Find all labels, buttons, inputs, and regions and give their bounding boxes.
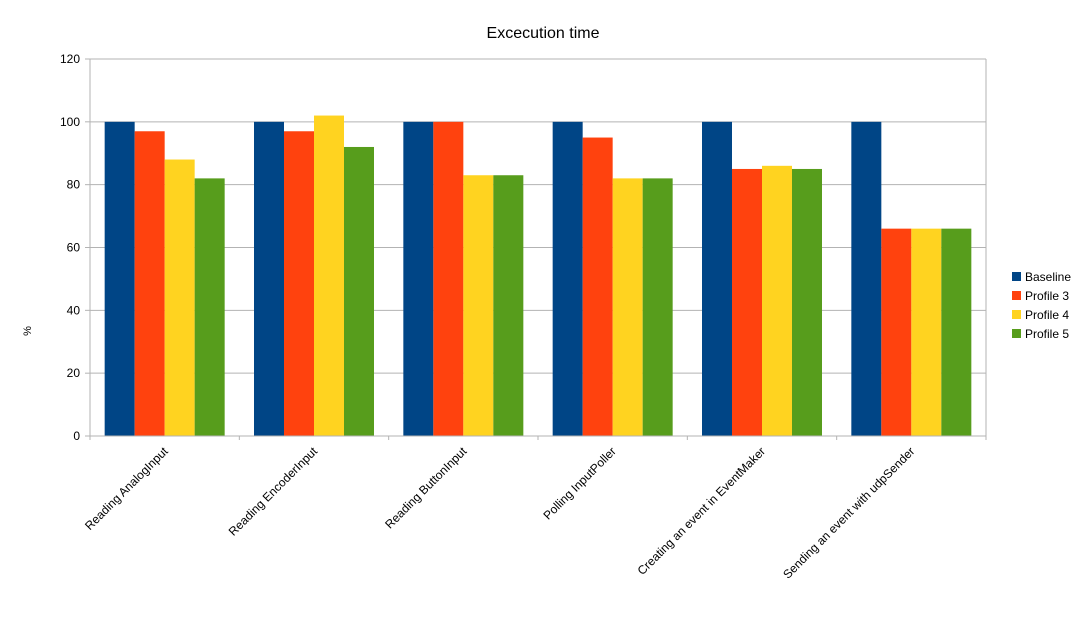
bar-profile-5 [194,178,225,436]
legend-swatch [1012,272,1021,281]
bar-baseline [851,121,882,436]
bar-profile-4 [164,159,195,437]
x-tick-label: Creating an event in EventMaker [635,444,768,577]
legend-label: Profile 3 [1025,289,1069,303]
bar-profile-3 [881,228,912,436]
x-tick-label: Reading AnalogInput [82,444,171,533]
y-tick-label: 120 [60,52,80,66]
y-tick-label: 0 [73,429,80,443]
bar-baseline [552,121,583,436]
legend-swatch [1012,329,1021,338]
bar-profile-4 [314,115,344,437]
legend: Baseline Profile 3 Profile 4 Profile 5 [1012,270,1071,341]
gridlines [90,58,986,437]
y-axis-label: % [22,326,34,336]
bar-profile-5 [792,168,822,437]
bar-profile-3 [582,137,613,436]
bar-profile-5 [642,178,673,436]
chart-title: Excecution time [487,25,600,42]
bar-profile-4 [463,175,494,436]
y-tick-labels: 0 20 40 60 80 100 120 [60,52,80,443]
legend-label: Profile 5 [1025,327,1069,341]
legend-swatch [1012,291,1021,300]
legend-label: Baseline [1025,270,1071,284]
bar-baseline [254,121,284,436]
y-tick-label: 40 [67,303,81,317]
y-tick-label: 60 [67,241,81,255]
bar-profile-3 [433,121,464,436]
y-tick-label: 20 [67,366,81,380]
y-tick-label: 100 [60,115,80,129]
legend-label: Profile 4 [1025,308,1069,322]
bar-profile-3 [732,168,762,437]
bar-profile-5 [493,175,524,436]
x-tick-label: Reading ButtonInput [382,444,470,532]
y-tick-label: 80 [67,178,81,192]
x-tick-label: Sending an event with udpSender [780,444,917,581]
x-tick-label: Reading EncoderInput [226,444,321,539]
bar-profile-4 [612,178,643,436]
bar-baseline [702,121,732,436]
axes [85,58,987,440]
bar-profile-4 [911,228,942,436]
bar-profile-5 [941,228,972,436]
bar-baseline [403,121,434,436]
bar-profile-3 [284,131,314,436]
bars [104,115,972,437]
x-tick-label: Polling InputPoller [540,444,618,522]
bar-profile-3 [134,131,165,436]
legend-swatch [1012,310,1021,319]
bar-profile-4 [762,165,792,437]
x-tick-labels: Reading AnalogInput Reading EncoderInput R… [82,444,917,582]
bar-profile-5 [344,146,374,436]
bar-baseline [104,121,135,436]
